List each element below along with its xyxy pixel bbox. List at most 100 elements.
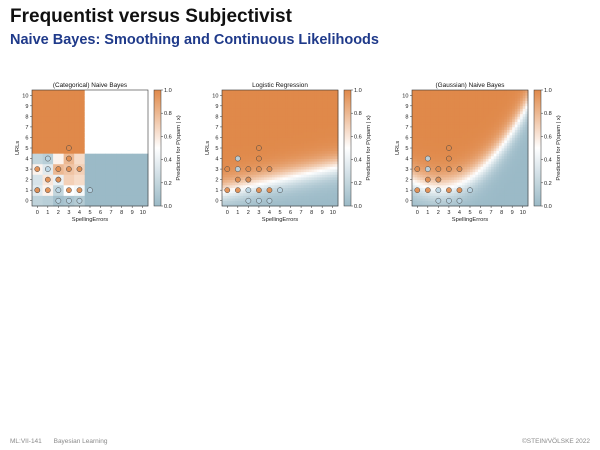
- heatmap-cell: [472, 192, 476, 196]
- heatmap-cell: [298, 174, 302, 178]
- heatmap-cell: [232, 182, 236, 186]
- heatmap-cell: [322, 134, 326, 138]
- heatmap-cell: [235, 103, 239, 107]
- heatmap-cell: [327, 105, 331, 109]
- heatmap-cell: [58, 100, 65, 107]
- heatmap-cell: [319, 171, 323, 175]
- point-spam: [234, 187, 241, 194]
- heatmap-cell: [412, 145, 416, 149]
- heatmap-cell: [443, 198, 447, 202]
- heatmap-cell: [477, 182, 481, 186]
- heatmap-cell: [446, 105, 450, 109]
- heatmap-cell: [316, 158, 320, 162]
- x-axis-label: SpellingErrors: [452, 217, 489, 223]
- heatmap-cell: [483, 187, 487, 191]
- heatmap-cell: [243, 187, 247, 191]
- heatmap-cell: [467, 163, 471, 167]
- heatmap-cell: [290, 119, 294, 123]
- heatmap-cell: [251, 155, 255, 159]
- heatmap-cell: [264, 192, 268, 196]
- heatmap-cell: [499, 119, 503, 123]
- heatmap-cell: [256, 111, 260, 115]
- footer-copyright: ©STEIN/VÖLSKE 2022: [521, 438, 590, 445]
- heatmap-cell: [319, 137, 323, 141]
- x-tick-label: 2: [247, 210, 250, 216]
- heatmap-cell: [475, 137, 479, 141]
- y-tick-label: 0: [25, 199, 28, 205]
- heatmap-cell: [419, 140, 423, 144]
- heatmap-cell: [327, 103, 331, 107]
- heatmap-cell: [332, 100, 336, 104]
- heatmap-cell: [441, 142, 445, 146]
- heatmap-cell: [282, 190, 286, 194]
- heatmap-cell: [280, 179, 284, 183]
- heatmap-cell: [480, 145, 484, 149]
- heatmap-cell: [309, 129, 313, 133]
- heatmap-cell: [483, 97, 487, 101]
- heatmap-cell: [251, 148, 255, 152]
- heatmap-cell: [229, 179, 233, 183]
- heatmap-cell: [441, 179, 445, 183]
- heatmap-cell: [303, 140, 307, 144]
- heatmap-cell: [324, 200, 328, 204]
- heatmap-cell: [427, 111, 431, 115]
- heatmap-cell: [332, 163, 336, 167]
- heatmap-cell: [522, 148, 526, 152]
- heatmap-cell: [227, 179, 231, 183]
- heatmap-cell: [501, 155, 505, 159]
- heatmap-cell: [456, 134, 460, 138]
- point-spam: [446, 166, 452, 172]
- heatmap-cell: [314, 184, 318, 188]
- heatmap-cell: [240, 113, 244, 117]
- heatmap-cell: [248, 171, 252, 175]
- heatmap-cell: [314, 90, 318, 94]
- heatmap-cell: [264, 187, 268, 191]
- heatmap-cell: [438, 134, 442, 138]
- heatmap-cell: [456, 155, 460, 159]
- heatmap-cell: [282, 187, 286, 191]
- heatmap-cell: [301, 166, 305, 170]
- heatmap-cell: [467, 129, 471, 133]
- heatmap-cell: [280, 195, 284, 199]
- heatmap-cell: [132, 184, 138, 191]
- heatmap-cell: [485, 169, 489, 173]
- heatmap-cell: [475, 148, 479, 152]
- heatmap-cell: [427, 124, 431, 128]
- heatmap-cell: [454, 95, 458, 99]
- heatmap-cell: [472, 166, 476, 170]
- heatmap-cell: [467, 142, 471, 146]
- heatmap-cell: [441, 121, 445, 125]
- heatmap-cell: [456, 137, 460, 141]
- heatmap-cell: [100, 90, 107, 96]
- heatmap-cell: [258, 105, 262, 109]
- heatmap-cell: [430, 177, 434, 181]
- heatmap-cell: [459, 92, 463, 96]
- heatmap-cell: [132, 100, 138, 107]
- heatmap-cell: [95, 142, 101, 149]
- heatmap-cell: [272, 95, 276, 99]
- heatmap-cell: [316, 177, 320, 181]
- heatmap-cell: [509, 184, 513, 188]
- heatmap-cell: [290, 155, 294, 159]
- heatmap-cell: [121, 126, 128, 133]
- heatmap-cell: [493, 179, 497, 183]
- heatmap-cell: [485, 179, 489, 183]
- heatmap-cell: [517, 95, 521, 99]
- heatmap-cell: [272, 174, 276, 178]
- heatmap-cell: [467, 150, 471, 154]
- heatmap-cell: [253, 155, 257, 159]
- heatmap-cell: [285, 103, 289, 107]
- heatmap-cell: [488, 150, 492, 154]
- heatmap-cell: [309, 121, 313, 125]
- heatmap-cell: [121, 163, 128, 170]
- heatmap-cell: [251, 100, 255, 104]
- heatmap-cell: [504, 108, 508, 112]
- heatmap-cell: [417, 171, 421, 175]
- heatmap-cell: [232, 142, 236, 146]
- heatmap-cell: [314, 203, 318, 207]
- heatmap-cell: [287, 132, 291, 136]
- heatmap-cell: [280, 198, 284, 202]
- heatmap-cell: [441, 161, 445, 165]
- colorbar-tick-label: 0.4: [354, 158, 362, 164]
- heatmap-cell: [464, 132, 468, 136]
